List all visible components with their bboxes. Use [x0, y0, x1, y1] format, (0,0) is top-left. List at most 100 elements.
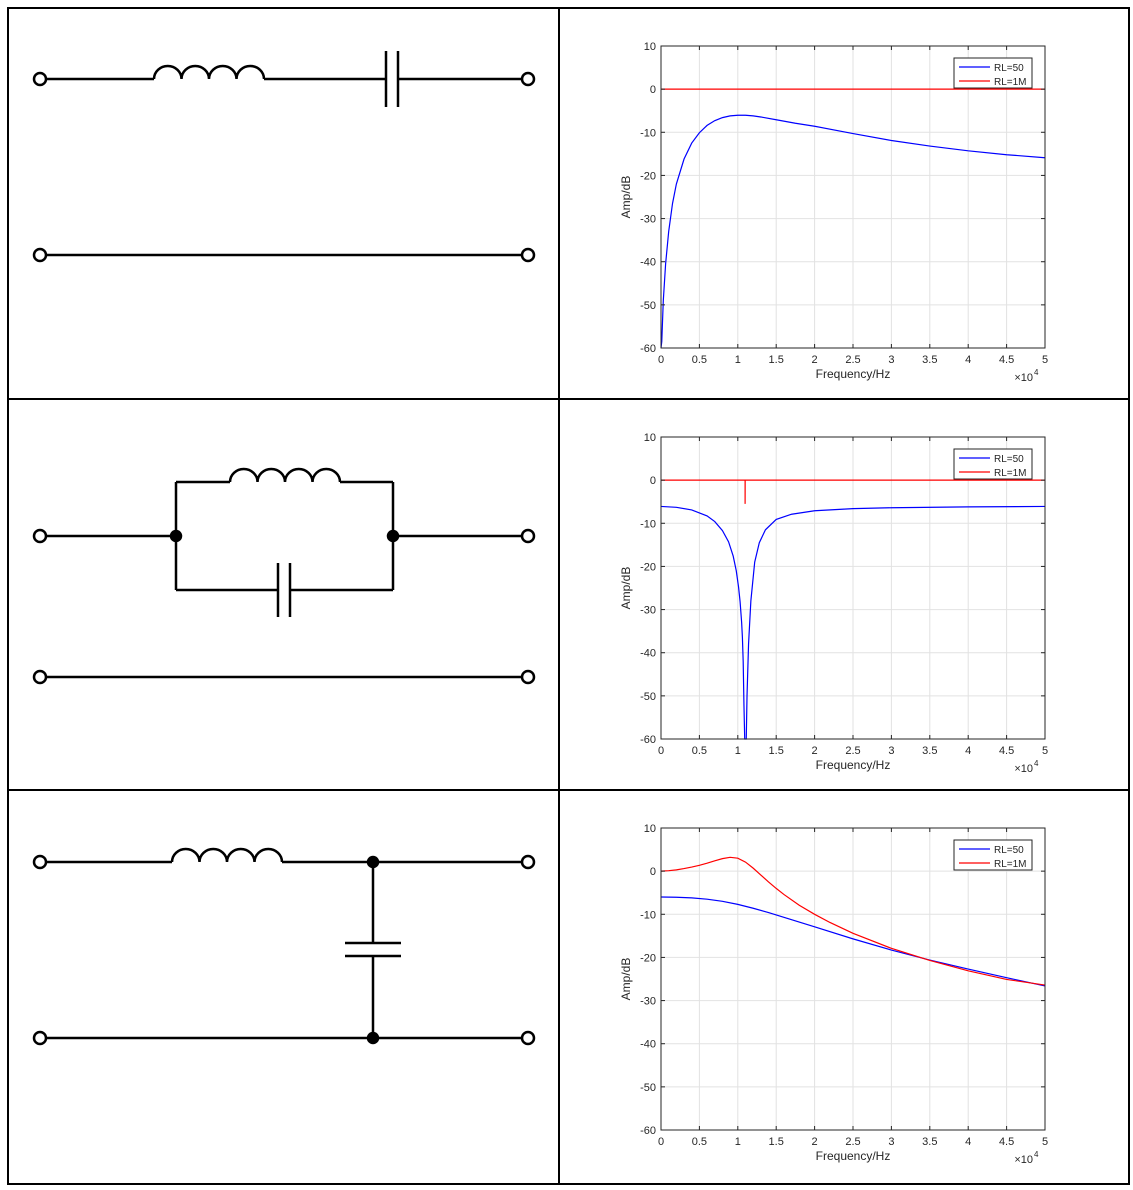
x-tick-label: 3.5 — [922, 1136, 937, 1148]
x-tick-label: 3 — [888, 354, 894, 366]
legend-entry: RL=1M — [994, 859, 1027, 870]
x-tick-label: 0.5 — [692, 745, 707, 757]
y-tick-label: -50 — [640, 300, 656, 312]
x-tick-label: 0 — [658, 354, 664, 366]
junction-dot — [386, 529, 400, 543]
circuit-lowpass-lc-svg — [32, 847, 536, 1046]
inductor — [152, 64, 266, 80]
x-axis-label: Frequency/Hz — [816, 758, 891, 772]
y-tick-label: -20 — [640, 952, 656, 964]
y-tick-label: -60 — [640, 734, 656, 746]
x-tick-label: 5 — [1042, 354, 1048, 366]
frequency-response-chart-3: 0 0.5 1 1.5 2 2.5 3 3.5 4 4.5 5 10 0 -10 -20 -30 -40 -50 -… — [619, 823, 1048, 1166]
row-divider-1 — [9, 398, 1130, 400]
circuit-parallel-lc-svg — [32, 467, 536, 685]
y-tick-label: -40 — [640, 648, 656, 660]
x-tick-label: 0.5 — [692, 354, 707, 366]
x-multiplier-exponent: 4 — [1034, 759, 1039, 768]
terminal — [520, 528, 536, 544]
junction-dot — [169, 529, 183, 543]
terminal — [520, 71, 536, 87]
frequency-response-chart-1: 0 0.5 1 1.5 2 2.5 3 3.5 4 4.5 5 10 0 -10 -20 -30 -40 -50 -… — [619, 41, 1048, 384]
circuit-parallel-lc — [9, 400, 558, 789]
terminal — [32, 71, 48, 87]
x-tick-label: 4.5 — [999, 1136, 1014, 1148]
x-tick-label: 5 — [1042, 1136, 1048, 1148]
x-tick-label: 1 — [735, 354, 741, 366]
x-tick-label: 0.5 — [692, 1136, 707, 1148]
x-axis-label: Frequency/Hz — [816, 367, 891, 381]
x-multiplier-label: ×10 — [1014, 372, 1033, 384]
y-tick-label: 10 — [644, 823, 656, 835]
chart-cell-2: 0 0.5 1 1.5 2 2.5 3 3.5 4 4.5 5 10 0 -10 -20 -30 -40 -50 -… — [560, 400, 1130, 789]
y-tick-label: 10 — [644, 432, 656, 444]
x-tick-label: 2 — [812, 1136, 818, 1148]
terminal — [32, 1030, 48, 1046]
series-line-rl-50 — [660, 114, 1046, 349]
y-tick-label: -10 — [640, 518, 656, 530]
y-tick-label: -50 — [640, 691, 656, 703]
figure-grid: 0 0.5 1 1.5 2 2.5 3 3.5 4 4.5 5 10 0 -10 -20 -30 -40 -50-… — [7, 7, 1130, 1185]
terminal — [32, 528, 48, 544]
x-multiplier-exponent: 4 — [1034, 1150, 1039, 1159]
x-tick-label: 5 — [1042, 745, 1048, 757]
y-tick-label: 0 — [650, 84, 656, 96]
chart-cell-3: 0 0.5 1 1.5 2 2.5 3 3.5 4 4.5 5 10 0 -10 -20 -30 -40 -50 -… — [560, 791, 1130, 1185]
y-tick-label: -10 — [640, 909, 656, 921]
x-multiplier-exponent: 4 — [1034, 368, 1039, 377]
terminal — [520, 854, 536, 870]
terminal — [32, 669, 48, 685]
y-tick-label: -60 — [640, 1125, 656, 1137]
x-tick-label: 2 — [812, 354, 818, 366]
x-tick-label: 1.5 — [769, 745, 784, 757]
x-tick-label: 2.5 — [845, 745, 860, 757]
x-multiplier-label: ×10 — [1014, 763, 1033, 775]
x-axis-label: Frequency/Hz — [816, 1149, 891, 1163]
terminal — [520, 247, 536, 263]
circuit-series-lc — [9, 9, 558, 398]
y-tick-label: -30 — [640, 214, 656, 226]
chart-cell-1: 0 0.5 1 1.5 2 2.5 3 3.5 4 4.5 5 10 0 -10 -20 -30 -40 -50 -… — [560, 9, 1130, 398]
terminal — [520, 669, 536, 685]
legend-entry: RL=1M — [994, 77, 1027, 88]
series-line-rl-50 — [660, 896, 1046, 987]
legend-box — [953, 57, 1033, 89]
junction-dot — [366, 1031, 380, 1045]
junction-dot — [366, 855, 380, 869]
y-tick-label: -60 — [640, 343, 656, 355]
y-tick-label: 0 — [650, 866, 656, 878]
y-tick-label: 10 — [644, 41, 656, 53]
y-axis-label: Amp/dB — [619, 567, 633, 610]
x-tick-label: 1 — [735, 1136, 741, 1148]
y-tick-label: -20 — [640, 561, 656, 573]
x-tick-label: 3.5 — [922, 354, 937, 366]
x-tick-label: 1 — [735, 745, 741, 757]
terminal — [32, 247, 48, 263]
x-tick-label: 0 — [658, 745, 664, 757]
x-tick-label: 1.5 — [769, 1136, 784, 1148]
x-tick-label: 4 — [965, 1136, 971, 1148]
legend-box — [953, 448, 1033, 480]
y-tick-label: -50 — [640, 1082, 656, 1094]
legend-entry: RL=50 — [994, 63, 1024, 74]
x-tick-label: 2.5 — [845, 1136, 860, 1148]
circuit-series-lc-svg — [32, 51, 536, 263]
inductor — [228, 467, 342, 483]
y-axis-label: Amp/dB — [619, 958, 633, 1001]
y-tick-label: -20 — [640, 170, 656, 182]
y-tick-label: -40 — [640, 1039, 656, 1051]
x-tick-label: 3.5 — [922, 745, 937, 757]
column-divider — [558, 9, 560, 1185]
x-tick-label: 1.5 — [769, 354, 784, 366]
series-line-rl-1m — [661, 479, 1045, 504]
x-tick-label: 4.5 — [999, 354, 1014, 366]
terminal — [32, 854, 48, 870]
y-axis-label: Amp/dB — [619, 176, 633, 219]
y-tick-label: -40 — [640, 257, 656, 269]
y-tick-label: -10 — [640, 127, 656, 139]
x-tick-label: 3 — [888, 1136, 894, 1148]
y-tick-label: -30 — [640, 605, 656, 617]
y-tick-label: 0 — [650, 475, 656, 487]
inductor — [170, 847, 284, 863]
row-divider-2 — [9, 789, 1130, 791]
